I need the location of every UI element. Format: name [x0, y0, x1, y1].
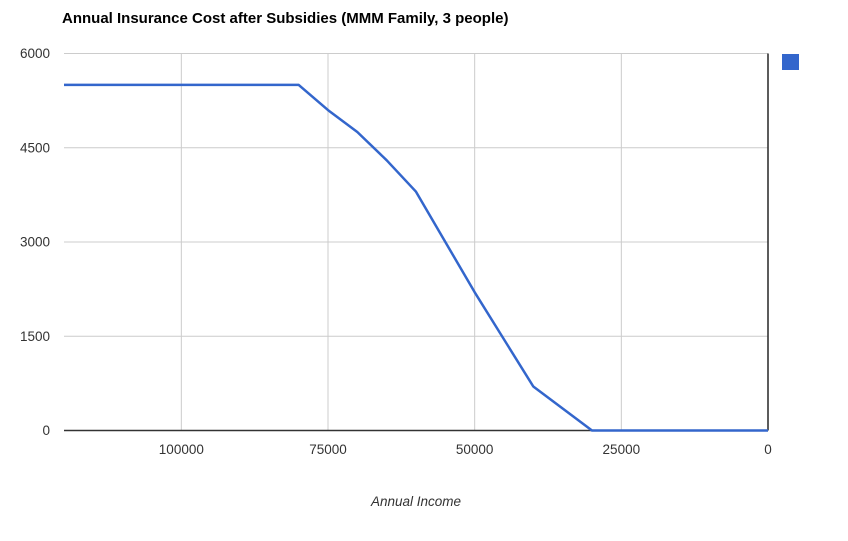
gridlines: [64, 53, 768, 431]
x-tick-label: 0: [764, 442, 772, 457]
y-tick-label: 4500: [20, 140, 50, 155]
x-tick-label: 25000: [603, 442, 641, 457]
series-line: [64, 83, 768, 432]
x-tick-label: 100000: [159, 442, 204, 457]
x-tick-label: 50000: [456, 442, 494, 457]
legend-series-marker: [782, 54, 799, 70]
y-tick-label: 6000: [20, 46, 50, 61]
x-tick-label: 75000: [309, 442, 347, 457]
chart-title: Annual Insurance Cost after Subsidies (M…: [62, 10, 509, 27]
y-tick-label: 0: [42, 423, 50, 438]
y-tick-label: 3000: [20, 235, 50, 250]
y-tick-label: 1500: [20, 329, 50, 344]
tick-labels: 0 1500 3000 4500 6000 100000 75000 50000 25000 0: [20, 46, 772, 457]
x-axis-title: Annual Income: [370, 494, 462, 509]
